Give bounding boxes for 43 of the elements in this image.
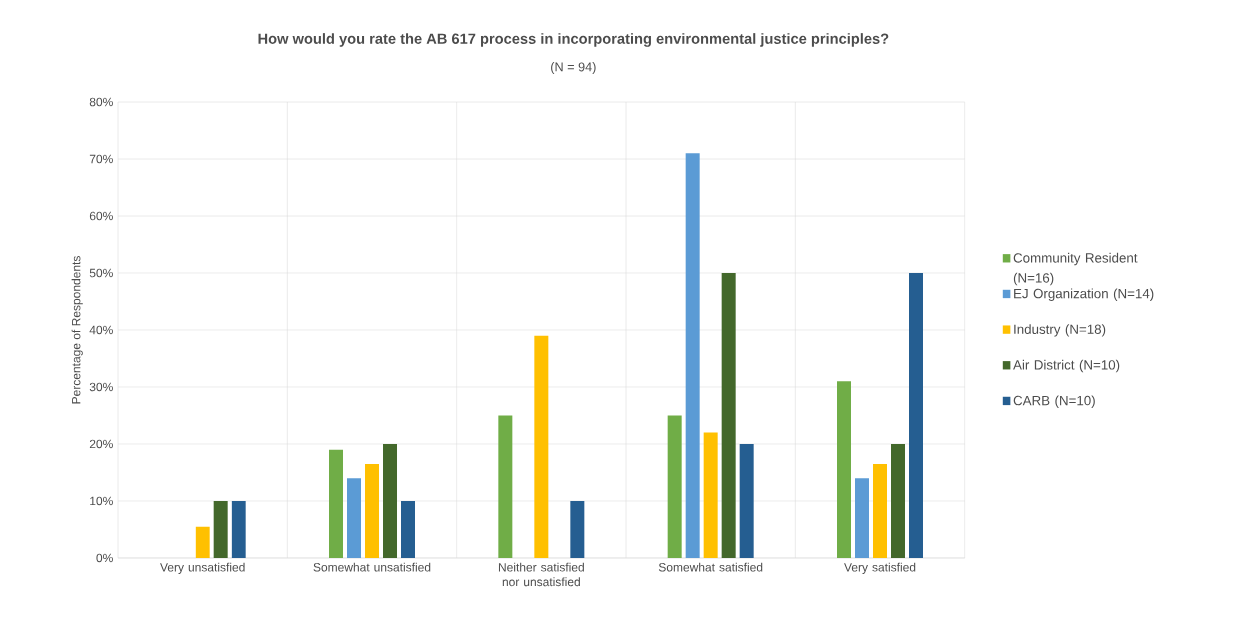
bar bbox=[401, 501, 416, 559]
y-tick-label: 20% bbox=[89, 439, 113, 449]
bar bbox=[837, 381, 851, 559]
bar bbox=[498, 415, 513, 559]
bar bbox=[347, 478, 362, 559]
y-tick-label: 80% bbox=[89, 97, 113, 107]
legend-label: Community Resident (N=16) bbox=[1013, 253, 1138, 286]
y-tick-label: 40% bbox=[89, 325, 113, 335]
bar bbox=[570, 501, 585, 559]
legend-label: CARB (N=10) bbox=[1013, 395, 1095, 409]
bar bbox=[231, 501, 246, 559]
bar bbox=[667, 415, 682, 559]
legend-label: Air District (N=10) bbox=[1013, 360, 1120, 373]
bar bbox=[685, 153, 700, 559]
chart-subtitle: (N = 94) bbox=[551, 62, 596, 75]
y-tick-label: 0% bbox=[96, 553, 113, 563]
x-tick-label: Somewhat unsatisfied bbox=[313, 562, 431, 572]
x-tick-label: Very unsatisfied bbox=[160, 562, 245, 575]
x-tick-label: Somewhat satisfied bbox=[658, 562, 763, 572]
y-tick-label: 60% bbox=[89, 211, 113, 221]
y-axis-title: Percentage of Respondents bbox=[71, 256, 83, 404]
legend-label: EJ Organization (N=14) bbox=[1014, 288, 1154, 302]
legend-label: Industry (N=18) bbox=[1014, 324, 1106, 337]
bar bbox=[855, 478, 869, 559]
y-tick-label: 10% bbox=[90, 496, 113, 506]
x-tick-label: Very satisfied bbox=[844, 562, 916, 575]
bar bbox=[534, 335, 549, 559]
y-tick-label: 30% bbox=[89, 382, 113, 392]
bar bbox=[329, 449, 344, 559]
bar bbox=[909, 273, 923, 559]
bar bbox=[873, 464, 887, 559]
bar bbox=[195, 526, 210, 559]
bar bbox=[703, 432, 718, 559]
y-tick-label: 70% bbox=[89, 154, 113, 164]
bar bbox=[739, 444, 754, 559]
x-tick-label: Neither satisfied nor unsatisfied bbox=[498, 562, 584, 587]
bar bbox=[891, 444, 905, 559]
bar bbox=[213, 501, 228, 559]
chart-title: How would you rate the AB 617 process in incorporating environmental justice principles? bbox=[258, 33, 889, 48]
y-tick-label: 50% bbox=[89, 268, 113, 278]
bar bbox=[365, 464, 380, 559]
bar bbox=[383, 444, 398, 559]
bar bbox=[721, 273, 736, 559]
